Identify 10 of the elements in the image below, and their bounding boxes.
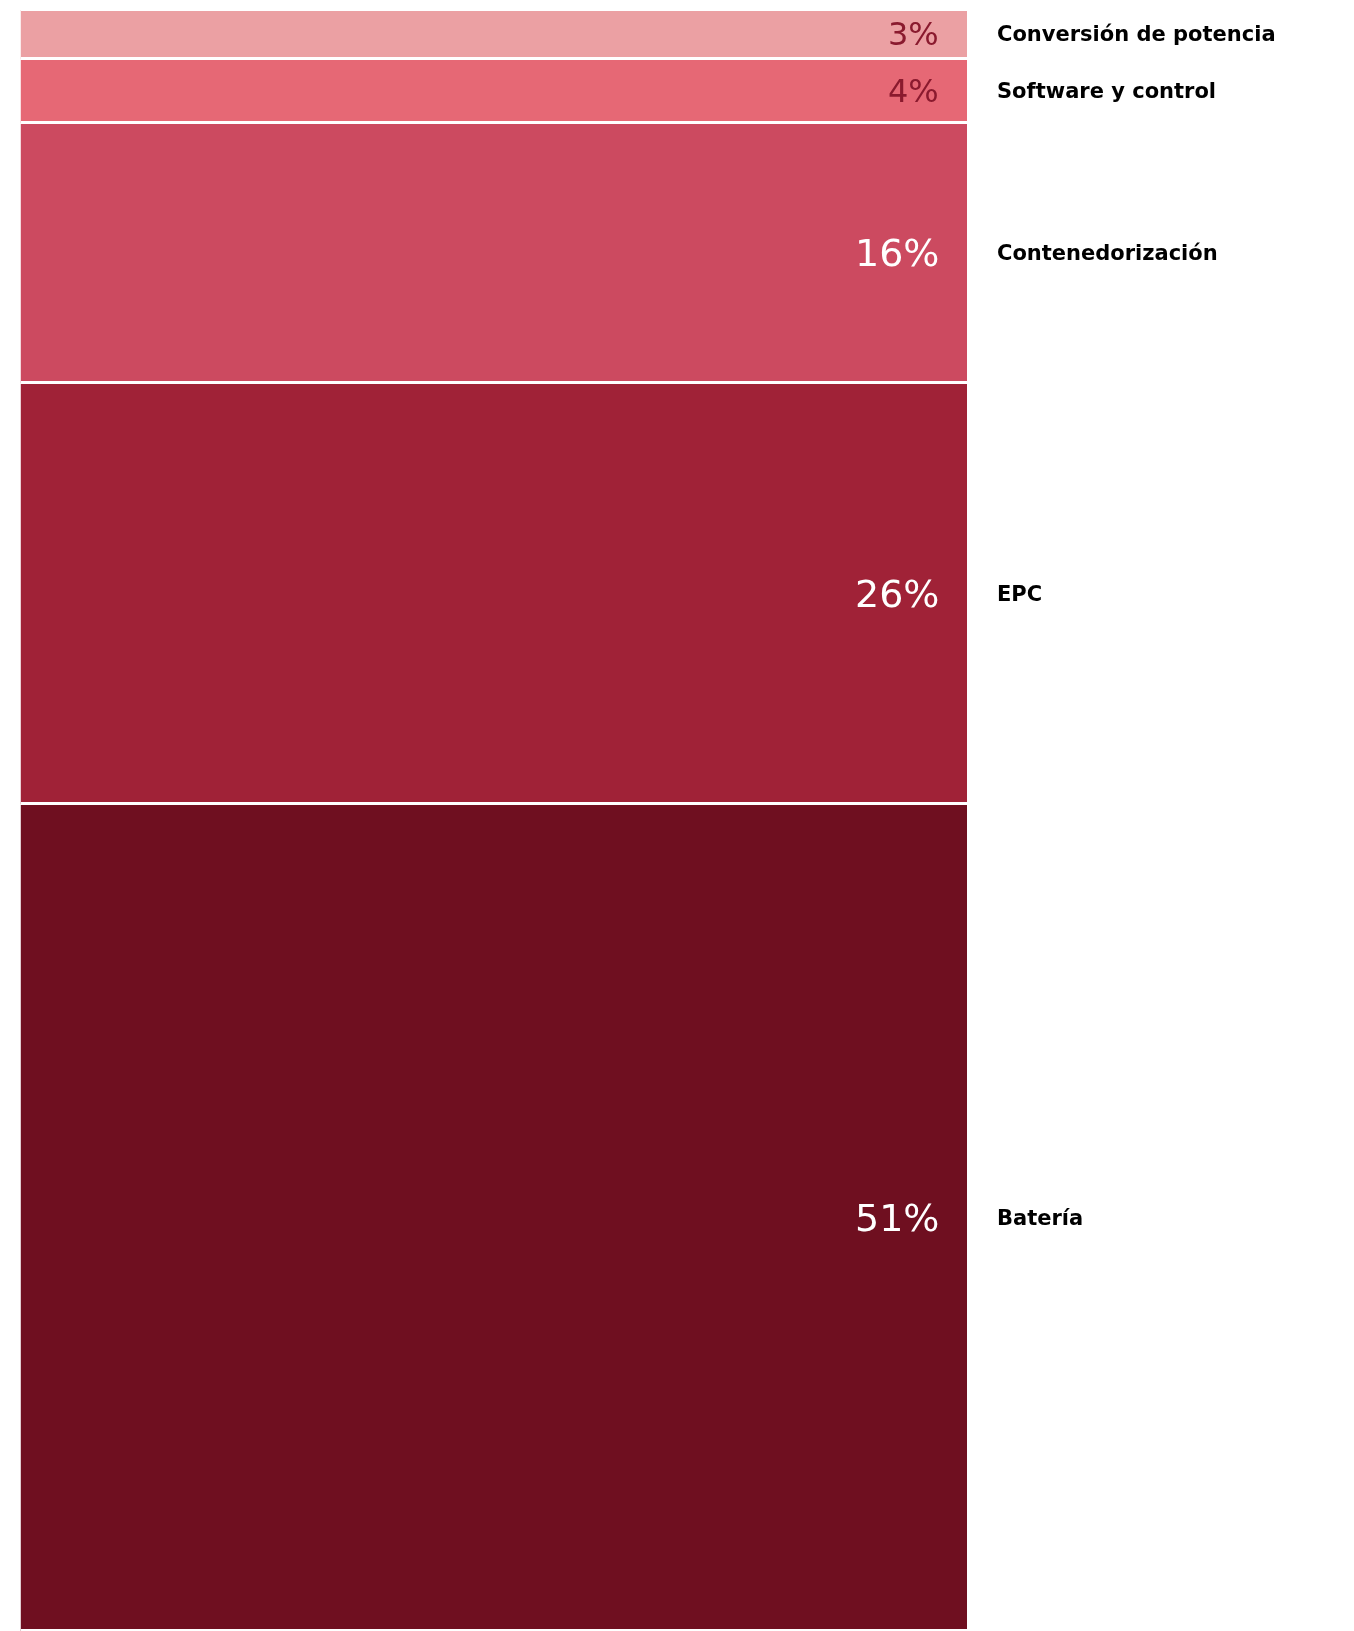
series-label: EPC <box>997 582 1043 606</box>
series-label: Contenedorización <box>997 241 1218 265</box>
data-label: 26% <box>855 572 940 616</box>
series-label: Software y control <box>997 79 1217 103</box>
data-label: 16% <box>855 231 940 275</box>
series-label: Batería <box>997 1206 1084 1230</box>
data-label: 51% <box>855 1196 940 1240</box>
data-label: 3% <box>888 15 939 53</box>
data-label: 4% <box>888 72 939 110</box>
series-label: Conversión de potencia <box>997 22 1276 46</box>
